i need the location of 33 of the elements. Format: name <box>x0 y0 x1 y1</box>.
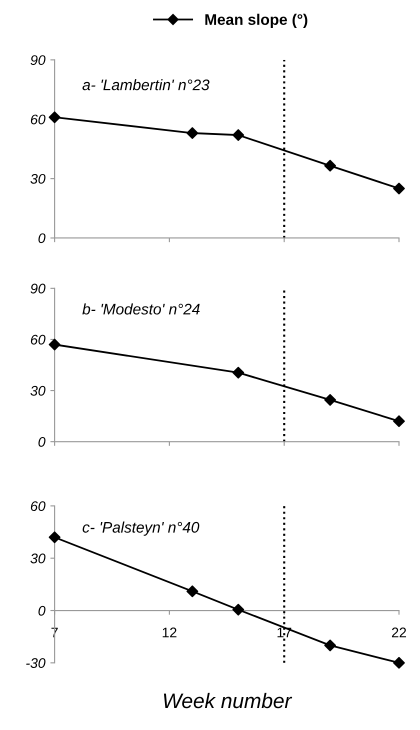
point <box>232 604 244 616</box>
point <box>393 415 405 428</box>
point <box>48 531 60 544</box>
y-tick-label: 60 <box>30 501 46 512</box>
point <box>232 366 244 379</box>
x-tick-label: 22 <box>392 628 406 638</box>
point <box>324 394 336 406</box>
x-tick-label: 12 <box>162 628 176 638</box>
y-tick-label: 30 <box>30 554 46 564</box>
y-tick-label: 60 <box>30 334 46 345</box>
point <box>232 129 244 141</box>
point <box>393 182 405 194</box>
x-axis-title: Week number <box>164 692 292 708</box>
point <box>48 338 60 350</box>
y-tick-label: 90 <box>30 284 46 294</box>
point <box>324 160 336 172</box>
point <box>186 585 198 598</box>
point <box>186 127 198 139</box>
annotation: a- 'Lambertin' n°23 <box>82 79 210 90</box>
point <box>393 656 405 669</box>
y-tick-label: 90 <box>30 55 46 66</box>
annotation: c- 'Palsteyn' n°40 <box>82 522 200 536</box>
y-tick-label: 30 <box>30 174 46 184</box>
point <box>48 111 60 124</box>
y-tick-label: 30 <box>30 386 46 396</box>
point <box>324 640 336 652</box>
y-tick-label: 60 <box>30 114 46 124</box>
y-tick-label: 0 <box>38 233 46 244</box>
annotation: b- 'Modesto' n°24 <box>82 303 200 315</box>
y-tick-label: 0 <box>38 606 46 616</box>
legend-label: Mean slope (°) <box>205 14 308 28</box>
y-tick-label: 0 <box>38 436 46 447</box>
y-tick-label: -30 <box>26 658 46 668</box>
